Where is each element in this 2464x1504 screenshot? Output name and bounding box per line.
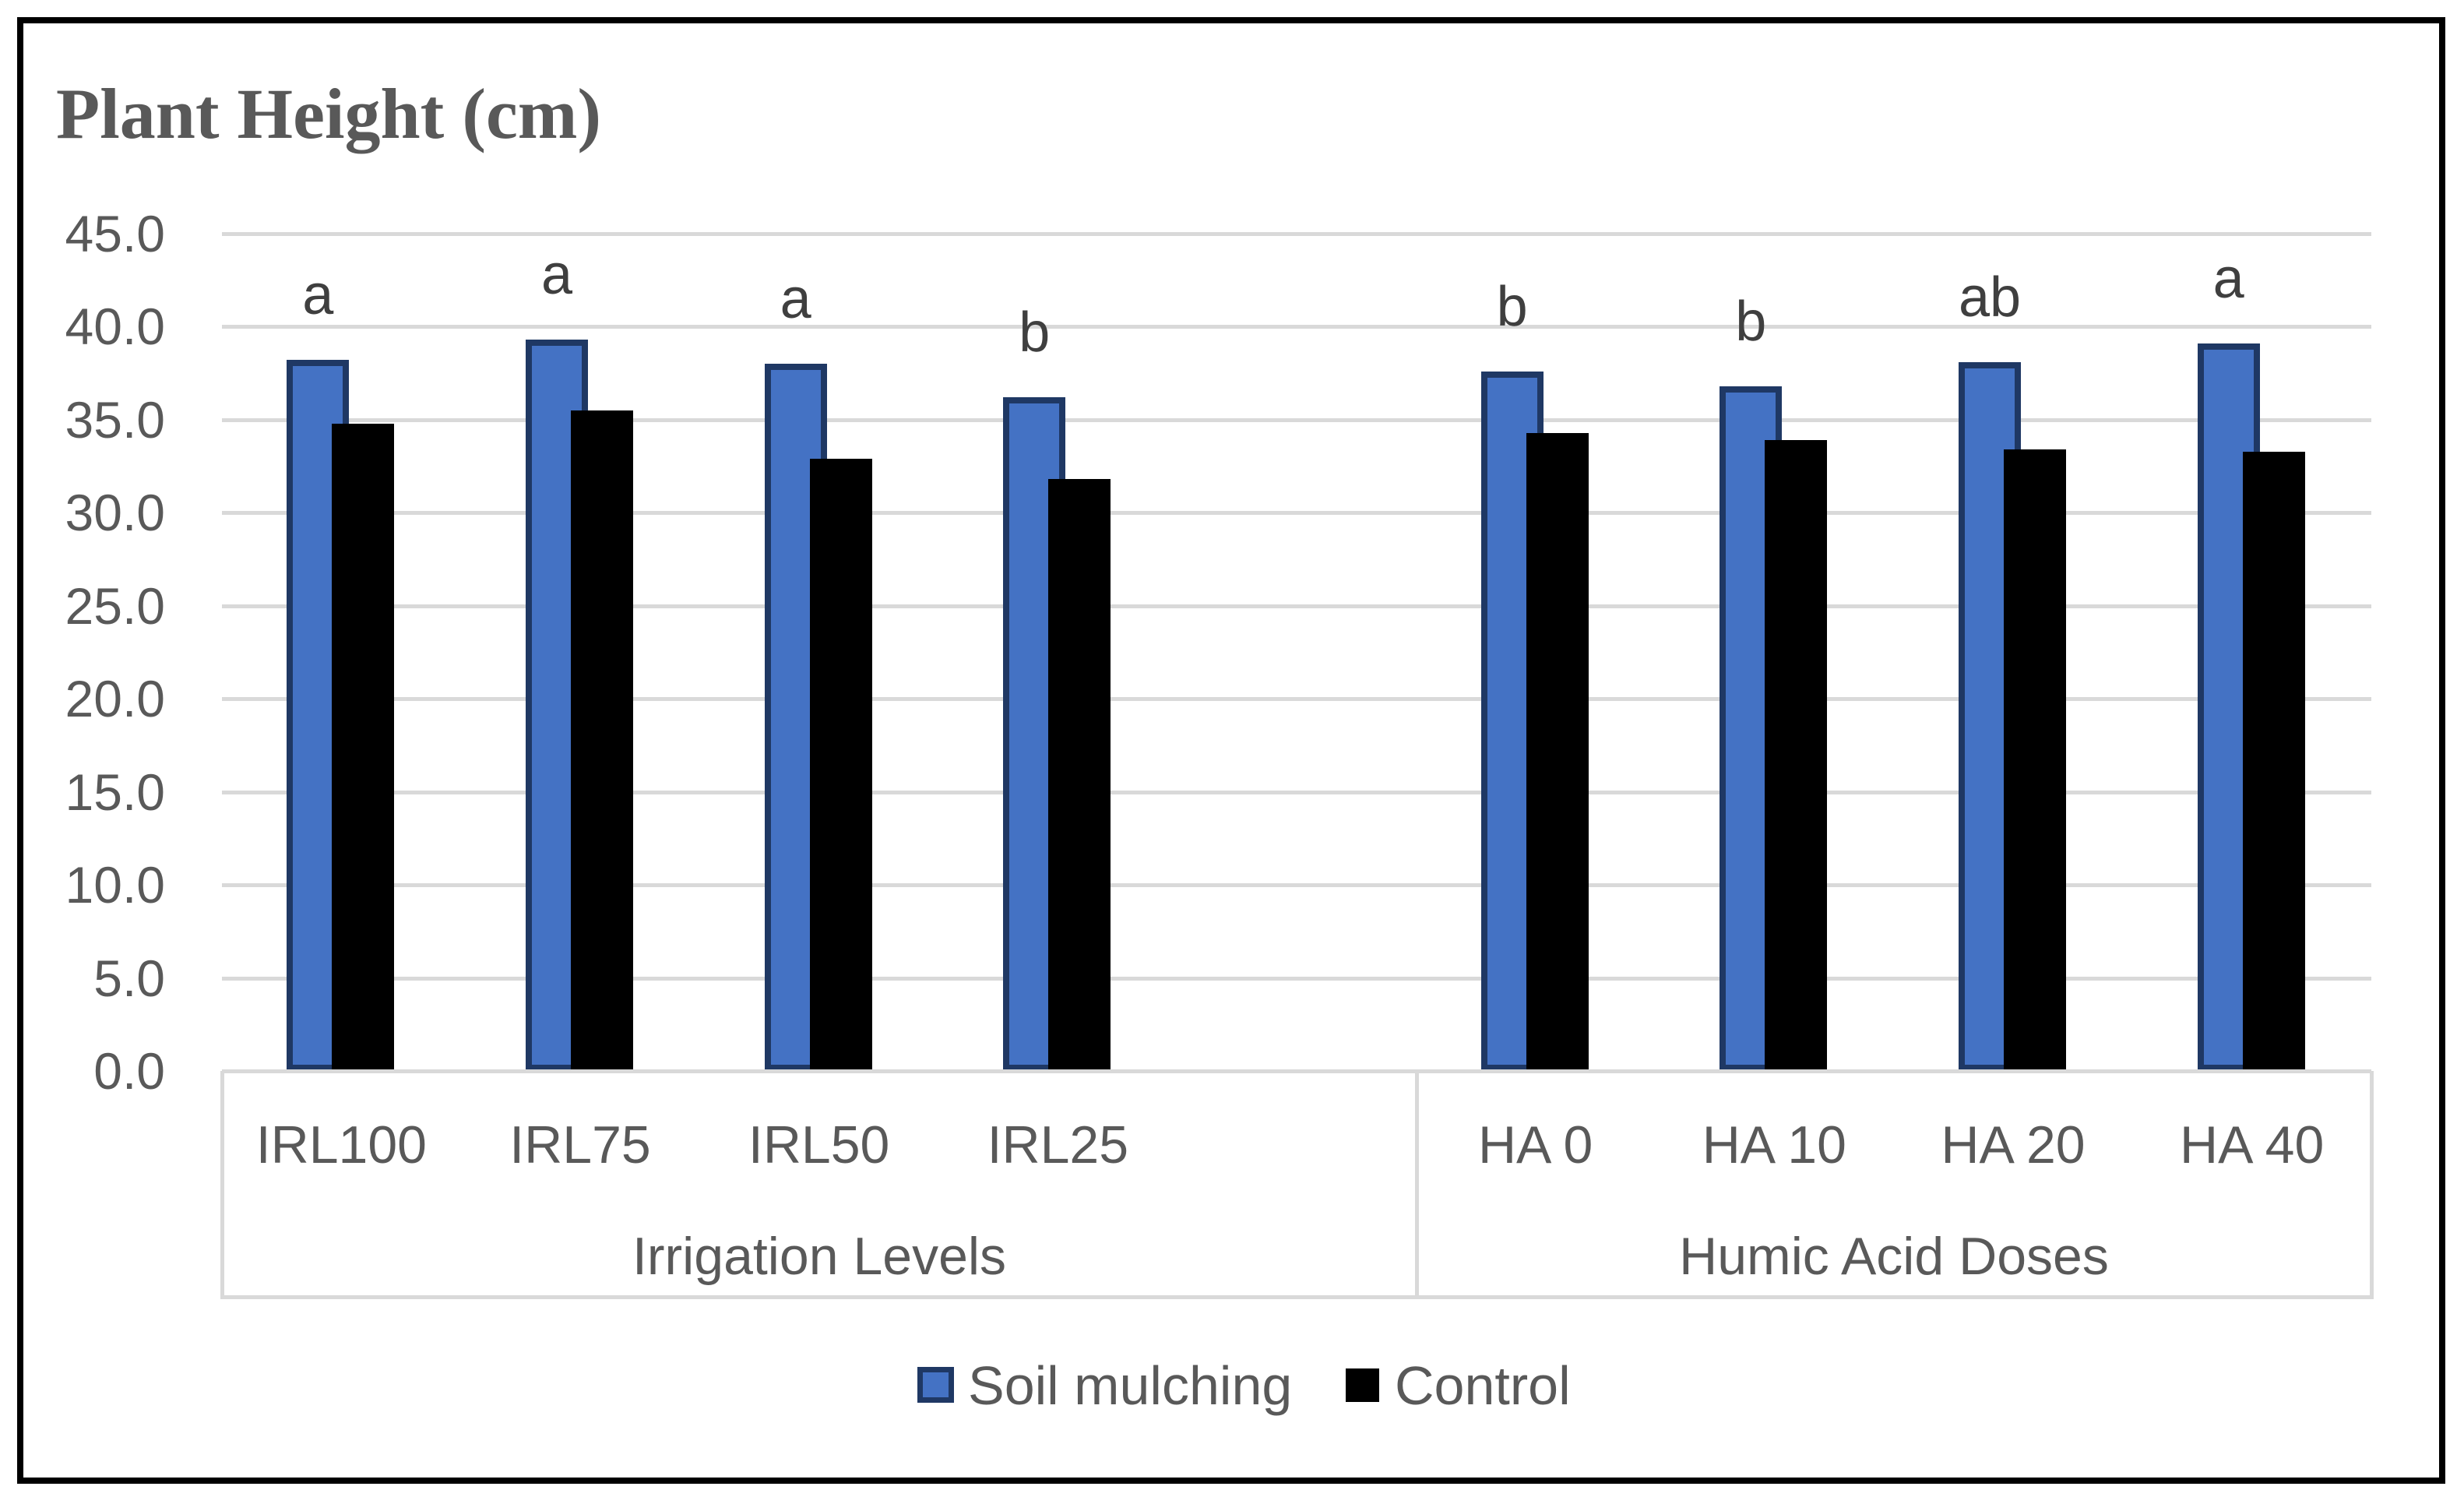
- category-group-divider: [1415, 1071, 1419, 1297]
- gridline: [222, 790, 2371, 794]
- y-axis-tick-label: 0.0: [93, 1042, 165, 1100]
- y-axis-tick-label: 40.0: [65, 298, 165, 356]
- gridline: [222, 232, 2371, 236]
- group-label-irrigation-levels: Irrigation Levels: [632, 1227, 1007, 1286]
- y-axis-tick-label: 5.0: [93, 949, 165, 1007]
- x-axis-line: [222, 1069, 2371, 1073]
- bar-control-irl75: [571, 410, 633, 1071]
- significance-letter-ha-0: b: [1496, 275, 1528, 338]
- bar-control-irl100: [332, 423, 395, 1071]
- category-label-irl50: IRL50: [748, 1115, 890, 1175]
- legend-swatch-control: [1346, 1368, 1379, 1402]
- bar-control-ha-40: [2242, 451, 2305, 1071]
- bar-control-ha-20: [2004, 449, 2066, 1071]
- significance-letter-ha-40: a: [2212, 247, 2244, 310]
- gridline: [222, 511, 2371, 516]
- y-axis-tick-label: 10.0: [65, 856, 165, 914]
- significance-letter-irl100: a: [302, 264, 334, 327]
- gridline: [222, 976, 2371, 981]
- y-axis-tick-label: 30.0: [65, 484, 165, 542]
- gridline: [222, 417, 2371, 422]
- significance-letter-irl50: a: [780, 268, 811, 331]
- category-label-ha-10: HA 10: [1702, 1115, 1846, 1175]
- category-label-ha-0: HA 0: [1477, 1115, 1593, 1175]
- category-box-bottom: [220, 1295, 2374, 1299]
- legend-swatch-soil-mulching: [917, 1367, 954, 1403]
- category-label-irl75: IRL75: [509, 1115, 651, 1175]
- y-axis-tick-label: 35.0: [65, 390, 165, 449]
- group-label-humic-acid-doses: Humic Acid Doses: [1679, 1227, 2109, 1286]
- category-label-irl25: IRL25: [987, 1115, 1129, 1175]
- category-box-left: [220, 1071, 224, 1297]
- category-box-right: [2370, 1071, 2374, 1297]
- y-axis-tick-label: 20.0: [65, 670, 165, 728]
- gridline: [222, 697, 2371, 702]
- significance-letter-irl75: a: [540, 244, 573, 307]
- significance-letter-ha-10: b: [1735, 290, 1767, 353]
- gridline: [222, 604, 2371, 608]
- bar-control-irl25: [1048, 479, 1111, 1071]
- y-axis-tick-label: 25.0: [65, 576, 165, 635]
- bar-control-irl50: [809, 459, 872, 1071]
- gridline: [222, 325, 2371, 329]
- y-axis-tick-label: 15.0: [65, 763, 165, 821]
- significance-letter-irl25: b: [1019, 301, 1051, 365]
- legend-label-control: Control: [1395, 1355, 1571, 1416]
- category-label-ha-20: HA 20: [1941, 1115, 2086, 1175]
- gridline: [222, 883, 2371, 888]
- category-label-ha-40: HA 40: [2180, 1115, 2325, 1175]
- y-axis-tick-label: 45.0: [65, 205, 165, 262]
- category-label-irl100: IRL100: [255, 1115, 427, 1175]
- bar-control-ha-0: [1526, 432, 1589, 1071]
- significance-letter-ha-20: ab: [1958, 266, 2022, 329]
- bar-control-ha-10: [1765, 440, 1828, 1071]
- legend-label-soil-mulching: Soil mulching: [968, 1355, 1293, 1416]
- chart-title: Plant Height (cm): [56, 74, 602, 153]
